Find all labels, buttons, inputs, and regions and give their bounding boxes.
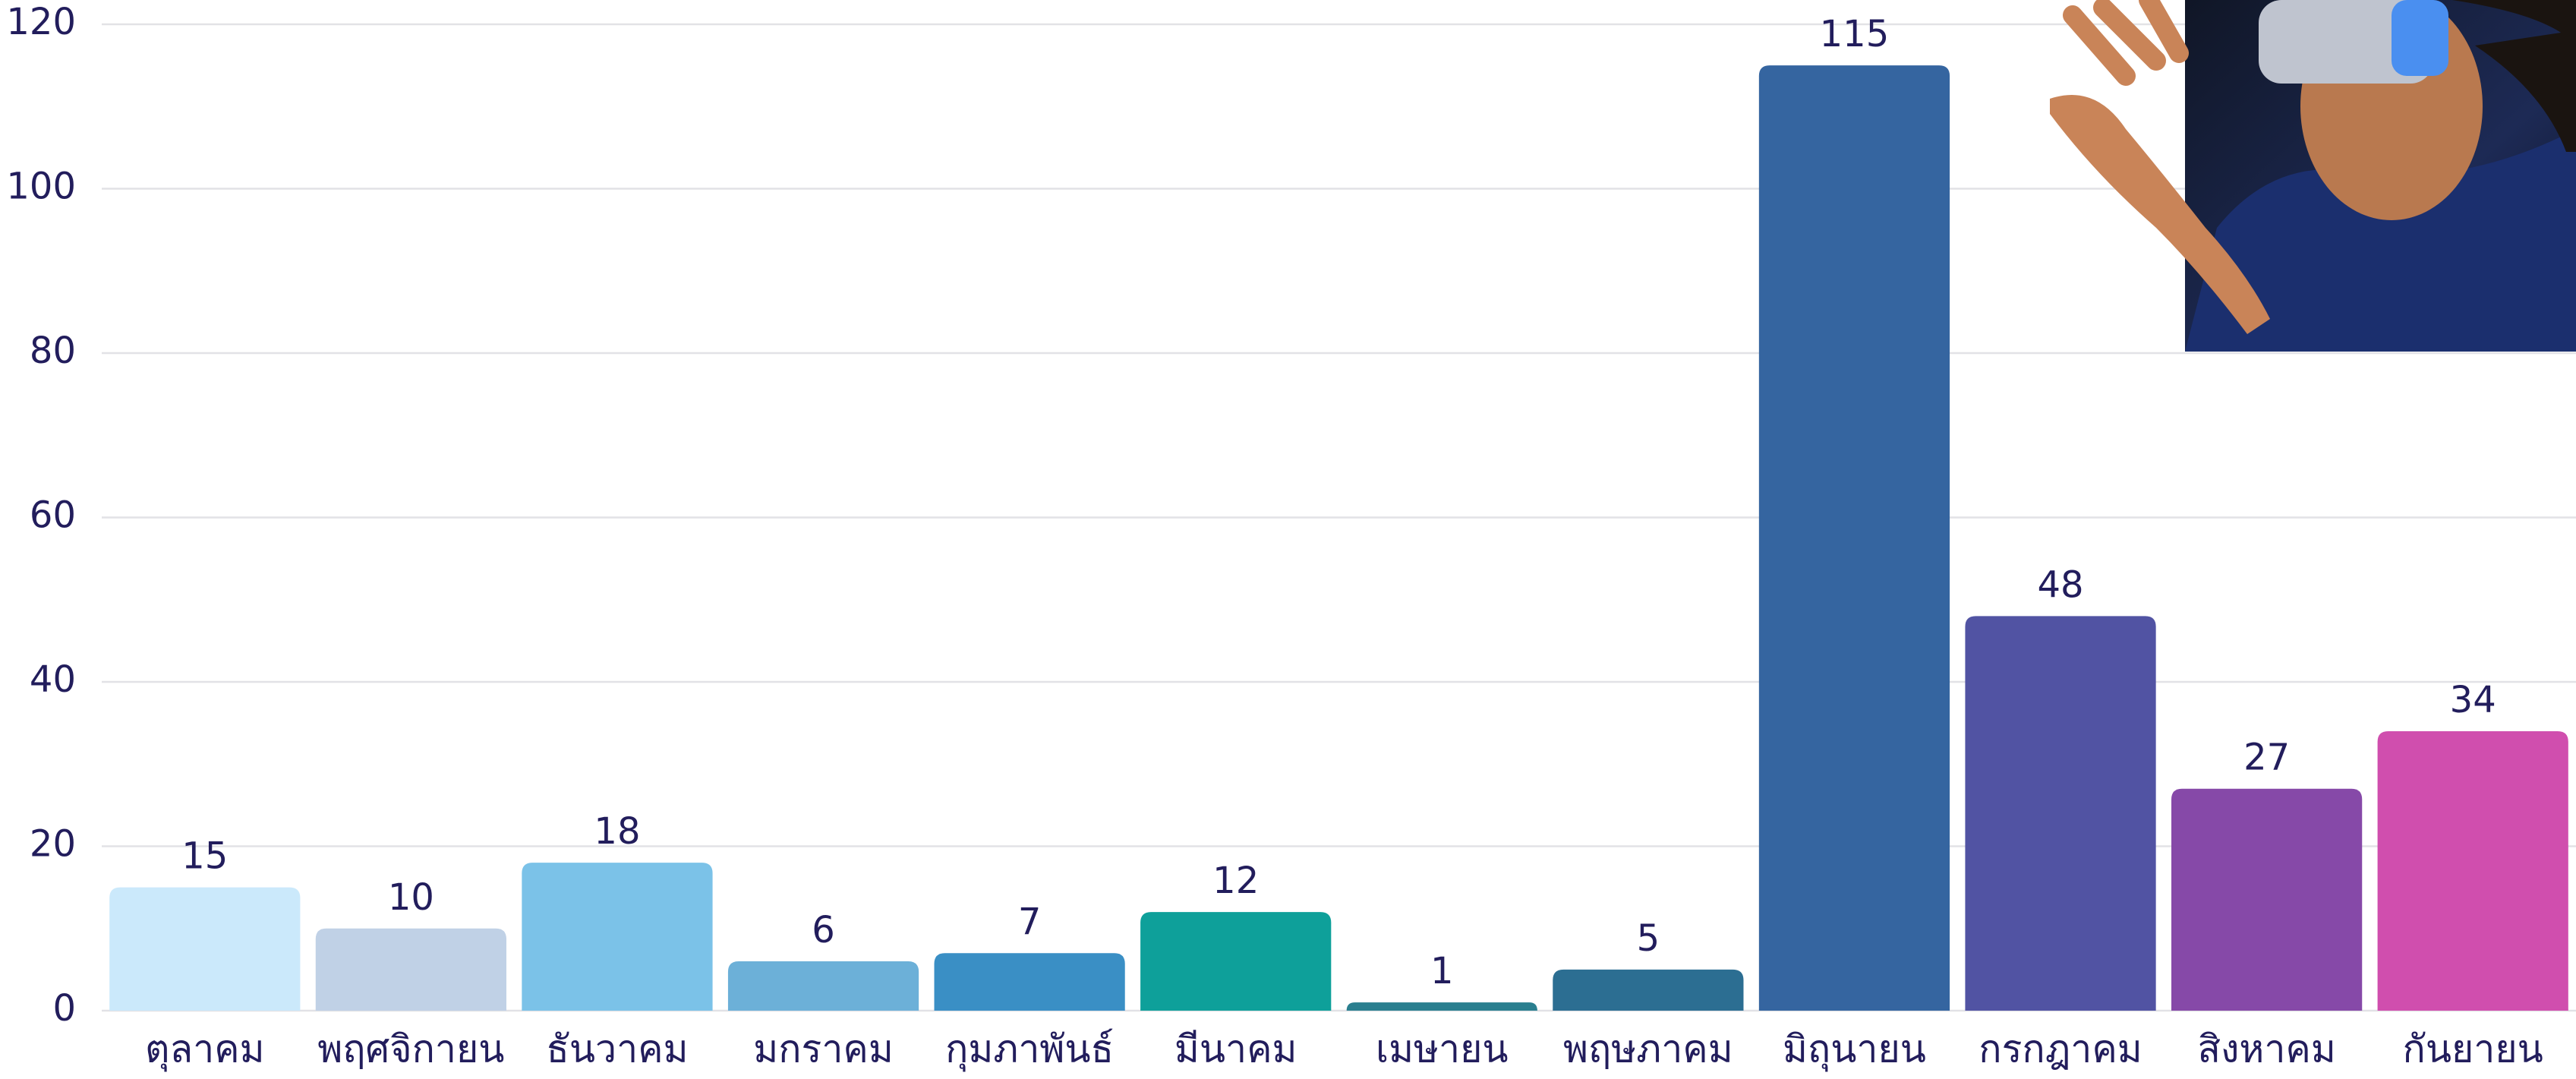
value-label: 115 <box>1820 13 1890 55</box>
y-tick-label: 0 <box>52 987 76 1030</box>
y-tick-label: 20 <box>30 823 76 866</box>
bar <box>1553 969 1744 1011</box>
y-tick-label: 100 <box>6 166 76 208</box>
value-label: 34 <box>2450 679 2496 721</box>
labels: 020406080100120ตุลาคม15พฤศจิกายน10ธันวาค… <box>6 1 2543 1072</box>
vr-photo <box>2050 0 2576 352</box>
x-tick-label: สิงหาคม <box>2197 1027 2335 1071</box>
value-label: 48 <box>2038 563 2084 606</box>
bar <box>522 863 713 1011</box>
bar <box>934 953 1125 1011</box>
bars <box>109 65 2568 1011</box>
x-tick-label: กุมภาพันธ์ <box>945 1027 1114 1072</box>
bar <box>2171 788 2363 1011</box>
x-tick-label: พฤษภาคม <box>1563 1027 1733 1071</box>
photo-hair <box>2452 0 2576 152</box>
x-tick-label: มกราคม <box>753 1027 894 1071</box>
y-tick-label: 60 <box>30 494 76 537</box>
x-tick-label: เมษายน <box>1376 1027 1509 1071</box>
x-tick-label: มีนาคม <box>1174 1027 1297 1071</box>
y-tick-label: 40 <box>30 658 76 701</box>
bar <box>315 928 506 1011</box>
x-tick-label: มิถุนายน <box>1783 1027 1926 1072</box>
bar <box>109 887 301 1011</box>
value-label: 6 <box>812 909 835 951</box>
x-tick-label: ธันวาคม <box>546 1027 688 1071</box>
value-label: 7 <box>1018 901 1042 943</box>
y-tick-label: 80 <box>30 330 76 372</box>
bar <box>727 961 919 1011</box>
x-tick-label: ตุลาคม <box>145 1027 265 1072</box>
photo-jacket <box>2185 129 2576 352</box>
bar <box>1965 616 2156 1011</box>
value-label: 15 <box>181 835 228 878</box>
photo-headset-light <box>2392 0 2448 76</box>
value-label: 5 <box>1637 917 1660 960</box>
grid <box>102 23 2576 1012</box>
x-tick-label: พฤศจิกายน <box>317 1027 504 1071</box>
x-tick-label: กันยายน <box>2403 1027 2543 1071</box>
bar <box>1140 912 1332 1011</box>
photo-hand <box>2050 95 2270 334</box>
bar <box>1758 65 1950 1011</box>
value-label: 18 <box>594 810 640 853</box>
value-label: 1 <box>1430 950 1454 992</box>
photo-fingers <box>2063 0 2189 86</box>
value-label: 12 <box>1212 860 1259 902</box>
photo-headset <box>2259 0 2433 84</box>
x-tick-label: กรกฎาคม <box>1979 1027 2142 1071</box>
bar <box>2377 730 2568 1011</box>
y-tick-label: 120 <box>6 1 76 43</box>
value-label: 10 <box>388 876 434 919</box>
value-label: 27 <box>2243 737 2290 779</box>
bar <box>1346 1002 1537 1011</box>
